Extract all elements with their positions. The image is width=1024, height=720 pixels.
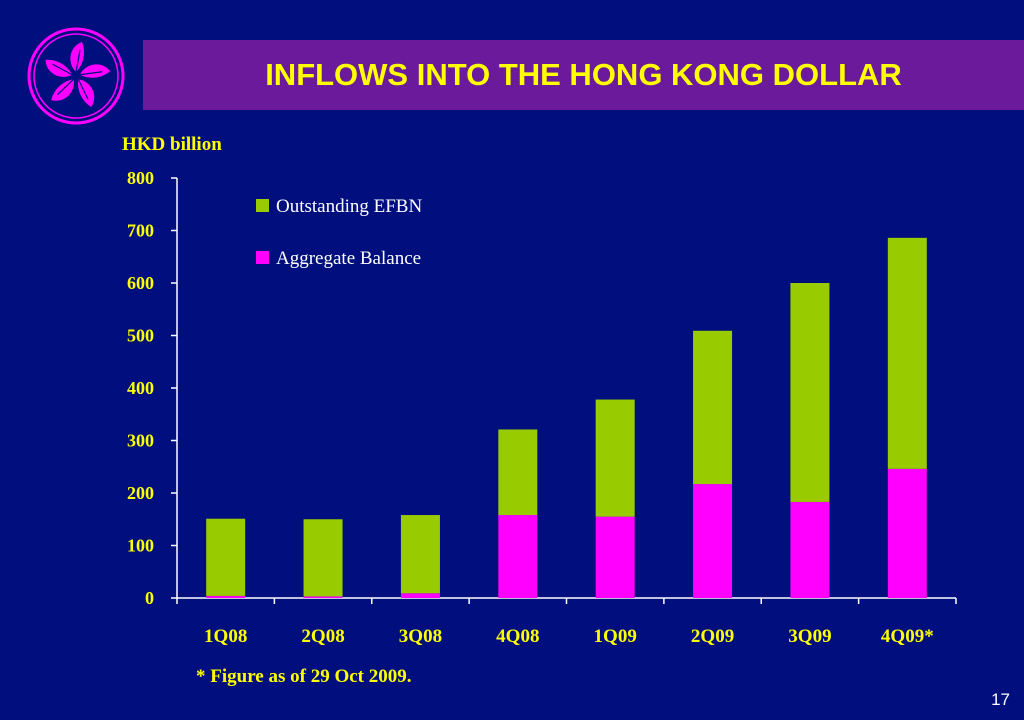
bar-aggregate-balance — [303, 596, 343, 598]
y-tick-label: 700 — [127, 221, 154, 241]
x-tick-label: 4Q08 — [496, 626, 539, 647]
x-tick-label: 4Q09* — [881, 626, 934, 647]
bar-outstanding-efbn — [400, 515, 440, 594]
y-tick-label: 600 — [127, 273, 154, 293]
bar-outstanding-efbn — [790, 283, 830, 502]
bar-aggregate-balance — [206, 595, 246, 598]
bar-outstanding-efbn — [887, 237, 927, 469]
y-tick-label: 300 — [127, 431, 154, 451]
hkma-bauhinia-logo — [27, 27, 125, 125]
x-tick-label: 2Q09 — [691, 626, 734, 647]
legend-swatch — [256, 199, 269, 212]
y-tick-label: 800 — [127, 168, 154, 188]
bar-outstanding-efbn — [498, 429, 538, 516]
y-tick-label: 100 — [127, 536, 154, 556]
bar-outstanding-efbn — [693, 330, 733, 485]
y-tick-label: 0 — [145, 588, 154, 608]
bar-aggregate-balance — [498, 515, 538, 598]
y-axis-unit-label: HKD billion — [122, 134, 222, 155]
slide-title: INFLOWS INTO THE HONG KONG DOLLAR — [265, 57, 902, 92]
bar-aggregate-balance — [693, 484, 733, 598]
title-bar: INFLOWS INTO THE HONG KONG DOLLAR — [143, 40, 1024, 110]
legend-label: Aggregate Balance — [276, 248, 421, 269]
page-number: 17 — [991, 690, 1010, 709]
footnote: * Figure as of 29 Oct 2009. — [196, 666, 412, 687]
x-tick-label: 1Q08 — [204, 626, 247, 647]
bar-aggregate-balance — [790, 501, 830, 598]
y-tick-label: 400 — [127, 378, 154, 398]
y-tick-label: 200 — [127, 483, 154, 503]
y-tick-label: 500 — [127, 326, 154, 346]
legend-swatch — [256, 251, 269, 264]
legend-label: Outstanding EFBN — [276, 196, 422, 217]
x-tick-label: 2Q08 — [301, 626, 344, 647]
bar-aggregate-balance — [887, 468, 927, 598]
bar-outstanding-efbn — [303, 519, 343, 597]
x-tick-label: 3Q09 — [788, 626, 831, 647]
bar-aggregate-balance — [595, 516, 635, 598]
bar-outstanding-efbn — [206, 518, 246, 596]
bar-outstanding-efbn — [595, 399, 635, 517]
x-tick-label: 3Q08 — [399, 626, 442, 647]
x-tick-label: 1Q09 — [594, 626, 637, 647]
bar-aggregate-balance — [400, 593, 440, 598]
